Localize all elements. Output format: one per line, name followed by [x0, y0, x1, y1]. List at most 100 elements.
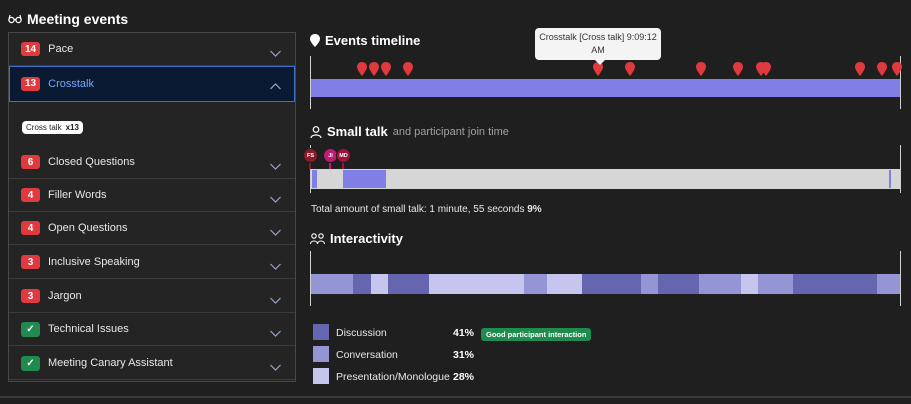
small-talk-summary: Total amount of small talk: 1 minute, 55…	[311, 204, 542, 215]
event-list: 14 Pace 13 Crosstalk 6 Closed Questions 4 Fille…	[8, 32, 296, 382]
participant-avatar[interactable]: MD	[336, 148, 351, 163]
event-label: Meeting Canary Assistant	[48, 357, 173, 369]
legend-label: Presentation/Monologue	[336, 371, 450, 383]
event-label: Inclusive Speaking	[48, 256, 140, 268]
timeline-marker[interactable]	[625, 62, 635, 76]
avatar-pointer	[309, 163, 311, 169]
interactivity-segment	[371, 274, 388, 294]
expand-toggle[interactable]	[270, 44, 281, 62]
interactivity-heading: Interactivity	[310, 231, 403, 246]
timeline-marker[interactable]	[403, 62, 413, 76]
interactivity-segment	[388, 274, 429, 294]
timeline-bar[interactable]	[311, 79, 900, 97]
small-talk-bar[interactable]	[311, 169, 900, 189]
small-talk-segment	[343, 170, 386, 188]
event-count-badge: 13	[21, 76, 41, 91]
interactivity-segment	[429, 274, 524, 294]
legend-label: Conversation	[336, 349, 398, 361]
timeline-marker[interactable]	[357, 62, 367, 76]
timeline-tooltip: Crosstalk [Cross talk] 9:09:12 AM	[535, 28, 661, 65]
timeline-marker[interactable]	[892, 62, 902, 76]
event-count-badge: 3	[21, 289, 40, 303]
interactivity-segment	[658, 274, 699, 294]
small-talk-subtitle: and participant join time	[392, 125, 509, 138]
timeline-end-line	[900, 56, 901, 109]
timeline-start-line	[310, 56, 311, 109]
interactivity-segment	[877, 274, 900, 294]
timeline-marker[interactable]	[381, 62, 391, 76]
legend-swatch	[313, 346, 329, 362]
timeline-marker[interactable]	[593, 62, 603, 76]
chevron-down-icon	[270, 229, 281, 236]
event-label: Open Questions	[48, 222, 128, 234]
events-timeline-heading: Events timeline	[310, 33, 420, 48]
small-talk-segment	[889, 170, 891, 188]
good-interaction-badge: Good participant interaction	[481, 328, 592, 341]
chevron-down-icon	[270, 163, 281, 170]
event-label: Closed Questions	[48, 156, 135, 168]
expand-toggle[interactable]	[270, 291, 281, 309]
interactivity-segment	[758, 274, 793, 294]
timeline-marker[interactable]	[369, 62, 379, 76]
event-label: Crosstalk	[48, 77, 94, 90]
interactivity-segment	[311, 274, 353, 294]
small-talk-segment	[312, 170, 317, 188]
participant-avatar[interactable]: FS	[303, 148, 318, 163]
legend-percent: 28%	[453, 371, 475, 383]
tooltip-line-2: AM	[591, 45, 605, 55]
timeline-marker[interactable]	[855, 62, 865, 76]
legend-percent: 31%	[453, 349, 475, 361]
small-talk-summary-text: Total amount of small talk: 1 minute, 55…	[311, 204, 528, 215]
event-label: Technical Issues	[48, 323, 129, 335]
event-row[interactable]: 4 Filler Words	[9, 179, 295, 212]
event-row[interactable]: 3 Jargon	[9, 280, 295, 313]
avatar-pointer	[329, 163, 331, 169]
timeline-marker[interactable]	[696, 62, 706, 76]
interactivity-end-line	[900, 251, 901, 306]
interactivity-segment	[699, 274, 741, 294]
interactivity-segment	[524, 274, 547, 294]
expand-toggle[interactable]	[270, 358, 281, 376]
event-row[interactable]: 4 Open Questions	[9, 212, 295, 245]
event-row[interactable]: ✓ Technical Issues	[9, 313, 295, 346]
event-row[interactable]: ✓ Meeting Canary Assistant	[9, 347, 295, 380]
legend-swatch	[313, 324, 329, 340]
event-count-badge: 14	[21, 42, 41, 56]
event-row[interactable]: 13 Crosstalk	[9, 66, 295, 102]
small-talk-title: Small talk	[327, 124, 388, 139]
interactivity-segment	[641, 274, 658, 294]
timeline-marker[interactable]	[733, 62, 743, 76]
events-timeline-title: Events timeline	[325, 33, 421, 48]
event-row[interactable]: 14 Pace	[9, 33, 295, 66]
event-label: Filler Words	[48, 189, 107, 201]
chevron-up-icon	[270, 83, 281, 90]
event-count-badge: 3	[21, 255, 40, 269]
timeline-marker[interactable]	[761, 62, 771, 76]
expand-toggle[interactable]	[270, 257, 281, 275]
event-row[interactable]: 6 Closed Questions	[9, 146, 295, 179]
interactivity-start-line	[310, 251, 311, 306]
map-pin-icon	[310, 34, 320, 47]
chevron-down-icon	[270, 50, 281, 57]
legend-percent: 41%	[453, 327, 475, 339]
timeline-marker[interactable]	[877, 62, 887, 76]
expand-toggle[interactable]	[270, 324, 281, 342]
event-count-badge: ✓	[21, 321, 40, 337]
event-label: Jargon	[48, 290, 82, 302]
glasses-icon	[8, 14, 22, 24]
person-icon	[310, 125, 322, 138]
event-count-badge: ✓	[21, 355, 40, 371]
expand-toggle[interactable]	[270, 223, 281, 241]
event-row[interactable]: 3 Inclusive Speaking	[9, 246, 295, 279]
expand-toggle[interactable]	[270, 157, 281, 175]
expand-toggle[interactable]	[270, 77, 281, 95]
expand-toggle[interactable]	[270, 190, 281, 208]
crosstalk-chip: Cross talk x13	[22, 121, 83, 134]
smalltalk-end-line	[900, 145, 901, 193]
event-label: Pace	[48, 43, 74, 55]
chevron-down-icon	[270, 330, 281, 337]
interactivity-bar[interactable]	[311, 274, 900, 294]
interactivity-segment	[582, 274, 641, 294]
avatar-pointer	[342, 163, 344, 169]
